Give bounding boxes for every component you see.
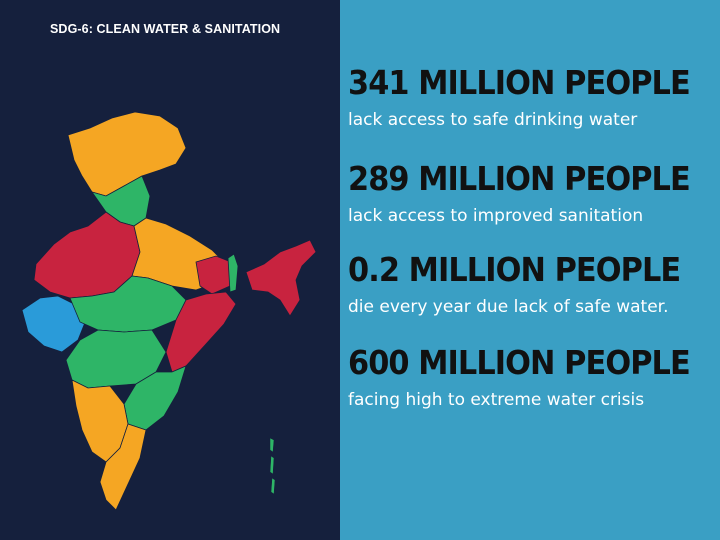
map-region-north-east — [245, 239, 317, 317]
map-region-tamil-nadu — [99, 423, 147, 511]
stat-description: lack access to improved sanitation — [348, 206, 644, 226]
map-region-north — [67, 111, 187, 197]
stat-block: 0.2 MILLION PEOPLE die every year due la… — [348, 250, 720, 318]
stat-description: lack access to safe drinking water — [348, 110, 638, 130]
map-region-gujarat — [21, 295, 87, 353]
stat-block: 600 MILLION PEOPLE facing high to extrem… — [348, 343, 720, 411]
stat-description: facing high to extreme water crisis — [348, 390, 645, 410]
map-region-sikkim — [227, 253, 239, 293]
stat-heading: 0.2 MILLION PEOPLE — [348, 250, 681, 289]
stat-block: 289 MILLION PEOPLE lack access to improv… — [348, 159, 720, 227]
india-map — [21, 111, 317, 511]
slide-title: SDG-6: CLEAN WATER & SANITATION — [50, 22, 281, 36]
stat-block: 341 MILLION PEOPLE lack access to safe d… — [348, 63, 720, 131]
stat-heading: 600 MILLION PEOPLE — [348, 343, 691, 382]
map-region-islands — [269, 437, 276, 495]
stat-heading: 289 MILLION PEOPLE — [348, 159, 691, 198]
map-region-odisha — [165, 291, 237, 373]
stats-panel — [340, 0, 720, 540]
stat-description: die every year due lack of safe water. — [348, 297, 669, 317]
stat-heading: 341 MILLION PEOPLE — [348, 63, 691, 102]
